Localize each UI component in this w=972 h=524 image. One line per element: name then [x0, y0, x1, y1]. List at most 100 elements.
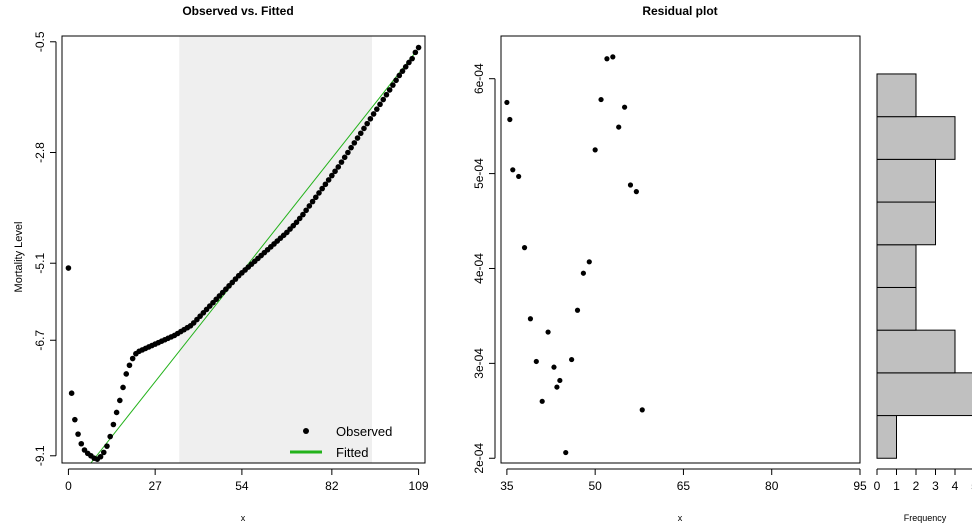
- y-tick-label-1: -9.1: [33, 445, 47, 466]
- histogram-bar: [876, 244, 917, 288]
- x-tick-label-2: 65: [677, 479, 691, 493]
- observed-point: [104, 443, 110, 449]
- observed-point: [110, 421, 117, 428]
- observed-point: [303, 207, 309, 214]
- y-tick-label-1: -6.7: [33, 330, 47, 351]
- y-tick-label-2: 6e-04: [472, 63, 486, 94]
- observed-point: [306, 203, 313, 209]
- residual-point: [580, 270, 586, 276]
- observed-point: [325, 177, 332, 183]
- observed-point: [78, 440, 85, 447]
- observed-point: [117, 397, 123, 404]
- residual-plot-panel: Residual plot x 35 50 65 80 95 2e-04 3e-04 4e-0…: [472, 4, 867, 523]
- observed-point: [107, 433, 113, 440]
- residual-point: [510, 167, 516, 173]
- x-axis-label-1: x: [241, 513, 246, 523]
- observed-point: [316, 190, 322, 196]
- residual-point: [563, 449, 569, 456]
- observed-point: [312, 194, 319, 201]
- residual-point: [539, 398, 545, 404]
- plot-frame-1: [61, 35, 426, 464]
- x-tick-label-1: 0: [65, 479, 72, 493]
- histogram-bar: [876, 158, 936, 203]
- observed-point: [296, 215, 303, 222]
- histogram-bar: [876, 286, 917, 331]
- observed-point: [367, 116, 374, 122]
- observed-point: [309, 198, 316, 205]
- observed-point: [415, 44, 422, 51]
- residual-point: [533, 358, 539, 365]
- observed-point: [129, 355, 136, 362]
- histogram-bar: [876, 116, 956, 160]
- legend: Observed Fitted: [290, 424, 392, 460]
- residual-point: [586, 259, 592, 265]
- chart-title-observed-fitted: Observed vs. Fitted: [182, 4, 293, 18]
- residual-point: [504, 99, 510, 106]
- histogram-bar: [876, 372, 972, 417]
- observed-point: [361, 125, 367, 132]
- observed-point: [341, 154, 348, 161]
- observed-point: [68, 390, 75, 396]
- observed-point: [354, 135, 361, 141]
- observed-point: [406, 59, 412, 66]
- x-tick-label-1: 82: [325, 479, 339, 493]
- residual-point: [610, 54, 616, 60]
- observed-point: [348, 144, 354, 151]
- x-tick-label-2: 50: [588, 479, 602, 493]
- observed-point: [380, 96, 387, 103]
- observed-point: [72, 416, 78, 423]
- residual-point: [527, 316, 534, 322]
- frequency-histogram-panel: 012345 Frequency: [874, 73, 972, 523]
- y-tick-label-1: -0.5: [33, 31, 47, 52]
- observed-point: [100, 449, 107, 456]
- observed-point: [396, 72, 403, 79]
- chart-title-residual: Residual plot: [642, 4, 717, 18]
- histogram-bar: [876, 329, 956, 374]
- observed-point: [113, 409, 120, 416]
- residual-point: [598, 96, 604, 103]
- observed-point: [65, 265, 72, 271]
- histogram-bar: [876, 201, 936, 246]
- observed-point: [335, 164, 342, 170]
- histogram-x-tick-label: 1: [893, 479, 900, 493]
- legend-observed-marker: [303, 428, 309, 434]
- residual-point: [633, 189, 639, 195]
- histogram-bar: [876, 73, 917, 118]
- observed-point: [351, 140, 358, 146]
- histogram-bar: [876, 415, 897, 459]
- residual-point: [507, 116, 513, 123]
- observed-point: [402, 64, 409, 70]
- observed-point: [412, 49, 419, 56]
- x-tick-label-2: 95: [853, 479, 867, 493]
- observed-point: [374, 106, 380, 112]
- observed-point: [364, 120, 370, 127]
- observed-point: [319, 185, 326, 192]
- observed-point: [386, 87, 393, 93]
- residual-point: [551, 364, 557, 370]
- residual-point: [569, 356, 575, 363]
- y-tick-label-2: 2e-04: [472, 443, 486, 474]
- legend-observed-label: Observed: [336, 424, 392, 439]
- x-axis-label-2: x: [678, 513, 683, 523]
- observed-point: [357, 130, 364, 137]
- x-tick-label-2: 80: [765, 479, 779, 493]
- residual-point: [639, 407, 645, 413]
- histogram-x-tick-label: 4: [952, 479, 959, 493]
- observed-point: [338, 159, 345, 165]
- histogram-x-tick-label: 3: [932, 479, 939, 493]
- residual-point: [521, 245, 528, 251]
- shaded-fit-region: [179, 36, 372, 463]
- y-tick-label-1: -2.8: [33, 142, 47, 163]
- residual-point: [592, 147, 598, 153]
- fitted-line: [90, 50, 418, 464]
- y-tick-label-2: 4e-04: [472, 253, 486, 284]
- y-tick-label-1: -5.1: [33, 253, 47, 274]
- observed-vs-fitted-panel: Observed vs. Fitted Mortality Level x 0 2…: [13, 4, 429, 523]
- x-tick-label-1: 54: [235, 479, 249, 493]
- observed-point: [123, 371, 130, 377]
- observed-point: [370, 111, 377, 117]
- residual-point: [627, 182, 634, 188]
- observed-point: [322, 181, 329, 188]
- observed-point: [300, 211, 306, 218]
